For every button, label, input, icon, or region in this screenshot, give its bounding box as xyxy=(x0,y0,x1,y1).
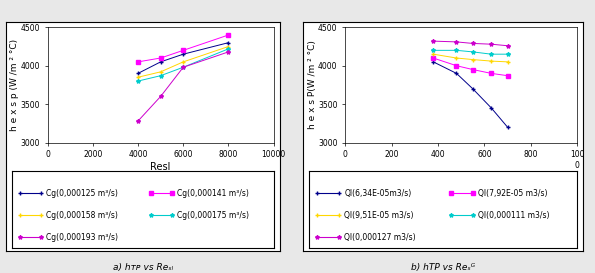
Ql(0,000111 m3/s) xyxy=(430,49,437,52)
Line: Cg(0,000125 m³/s): Cg(0,000125 m³/s) xyxy=(136,41,231,75)
Cg(0,000158 m³/s) xyxy=(225,45,232,48)
Cg(0,000175 m³/s) xyxy=(157,74,164,77)
Line: Cg(0,000158 m³/s): Cg(0,000158 m³/s) xyxy=(136,44,231,79)
Ql(6,34E-05m3/s) xyxy=(469,87,476,90)
Cg(0,000141 m³/s) xyxy=(225,33,232,37)
Cg(0,000125 m³/s) xyxy=(180,52,187,56)
Cg(0,000158 m³/s) xyxy=(134,76,142,79)
Cg(0,000193 m³/s) xyxy=(225,50,232,54)
Ql(6,34E-05m3/s) xyxy=(453,72,460,75)
Ql(0,000127 m3/s) xyxy=(430,40,437,43)
Ql(0,000127 m3/s) xyxy=(504,44,511,48)
X-axis label: Resl: Resl xyxy=(151,162,171,172)
Ql(0,000111 m3/s) xyxy=(469,50,476,54)
Cg(0,000125 m³/s) xyxy=(225,41,232,44)
Cg(0,000193 m³/s) xyxy=(134,119,142,123)
Ql(7,92E-05 m3/s) xyxy=(504,74,511,77)
Cg(0,000141 m³/s) xyxy=(180,49,187,52)
Text: Cg(0,000125 m³/s): Cg(0,000125 m³/s) xyxy=(46,189,118,198)
Ql(9,51E-05 m3/s) xyxy=(488,60,495,63)
Text: Ql(0,000127 m3/s): Ql(0,000127 m3/s) xyxy=(345,233,416,242)
Ql(9,51E-05 m3/s) xyxy=(430,52,437,56)
Text: a) hᴛᴘ vs Reₛₗ: a) hᴛᴘ vs Reₛₗ xyxy=(112,263,173,272)
X-axis label: Resg: Resg xyxy=(449,172,473,182)
Line: Cg(0,000193 m³/s): Cg(0,000193 m³/s) xyxy=(136,50,231,123)
Ql(9,51E-05 m3/s) xyxy=(469,58,476,61)
Text: b) hTP vs Reₛᴳ: b) hTP vs Reₛᴳ xyxy=(411,263,475,272)
Cg(0,000193 m³/s) xyxy=(157,95,164,98)
Text: Ql(6,34E-05m3/s): Ql(6,34E-05m3/s) xyxy=(345,189,412,198)
Ql(7,92E-05 m3/s) xyxy=(469,68,476,71)
Line: Ql(6,34E-05m3/s): Ql(6,34E-05m3/s) xyxy=(431,60,510,129)
Ql(0,000111 m3/s) xyxy=(504,52,511,56)
Cg(0,000158 m³/s) xyxy=(180,60,187,64)
Line: Cg(0,000141 m³/s): Cg(0,000141 m³/s) xyxy=(136,33,231,64)
Line: Ql(0,000127 m3/s): Ql(0,000127 m3/s) xyxy=(431,39,510,48)
Ql(7,92E-05 m3/s) xyxy=(488,72,495,75)
Ql(6,34E-05m3/s) xyxy=(430,60,437,64)
Text: Ql(0,000111 m3/s): Ql(0,000111 m3/s) xyxy=(478,211,550,220)
Cg(0,000175 m³/s) xyxy=(180,66,187,69)
Ql(9,51E-05 m3/s) xyxy=(504,60,511,64)
Cg(0,000175 m³/s) xyxy=(134,79,142,83)
Text: Cg(0,000193 m³/s): Cg(0,000193 m³/s) xyxy=(46,233,118,242)
Ql(7,92E-05 m3/s) xyxy=(453,64,460,67)
Ql(0,000127 m3/s) xyxy=(488,43,495,46)
Ql(7,92E-05 m3/s) xyxy=(430,57,437,60)
Text: Cg(0,000175 m³/s): Cg(0,000175 m³/s) xyxy=(177,211,249,220)
Cg(0,000141 m³/s) xyxy=(157,57,164,60)
Line: Ql(7,92E-05 m3/s): Ql(7,92E-05 m3/s) xyxy=(431,56,510,78)
Cg(0,000158 m³/s) xyxy=(157,70,164,73)
Text: Ql(9,51E-05 m3/s): Ql(9,51E-05 m3/s) xyxy=(345,211,414,220)
Ql(0,000127 m3/s) xyxy=(469,42,476,45)
Cg(0,000193 m³/s) xyxy=(180,66,187,69)
Ql(6,34E-05m3/s) xyxy=(504,126,511,129)
Ql(0,000111 m3/s) xyxy=(453,49,460,52)
Ql(0,000111 m3/s) xyxy=(488,52,495,56)
Line: Ql(9,51E-05 m3/s): Ql(9,51E-05 m3/s) xyxy=(431,52,510,64)
Text: Ql(7,92E-05 m3/s): Ql(7,92E-05 m3/s) xyxy=(478,189,547,198)
Cg(0,000141 m³/s) xyxy=(134,60,142,64)
Text: Cg(0,000158 m³/s): Cg(0,000158 m³/s) xyxy=(46,211,118,220)
Line: Ql(0,000111 m3/s): Ql(0,000111 m3/s) xyxy=(431,48,510,56)
Line: Cg(0,000175 m³/s): Cg(0,000175 m³/s) xyxy=(136,47,231,83)
Y-axis label: h e x s p (W /m ² °C): h e x s p (W /m ² °C) xyxy=(10,39,19,131)
Cg(0,000175 m³/s) xyxy=(225,47,232,51)
Cg(0,000125 m³/s) xyxy=(157,60,164,64)
Text: Cg(0,000141 m³/s): Cg(0,000141 m³/s) xyxy=(177,189,249,198)
Y-axis label: h e x s P(W /m ² °C): h e x s P(W /m ² °C) xyxy=(308,40,317,129)
Ql(0,000127 m3/s) xyxy=(453,40,460,43)
Ql(6,34E-05m3/s) xyxy=(488,106,495,109)
Cg(0,000125 m³/s) xyxy=(134,72,142,75)
Ql(9,51E-05 m3/s) xyxy=(453,57,460,60)
